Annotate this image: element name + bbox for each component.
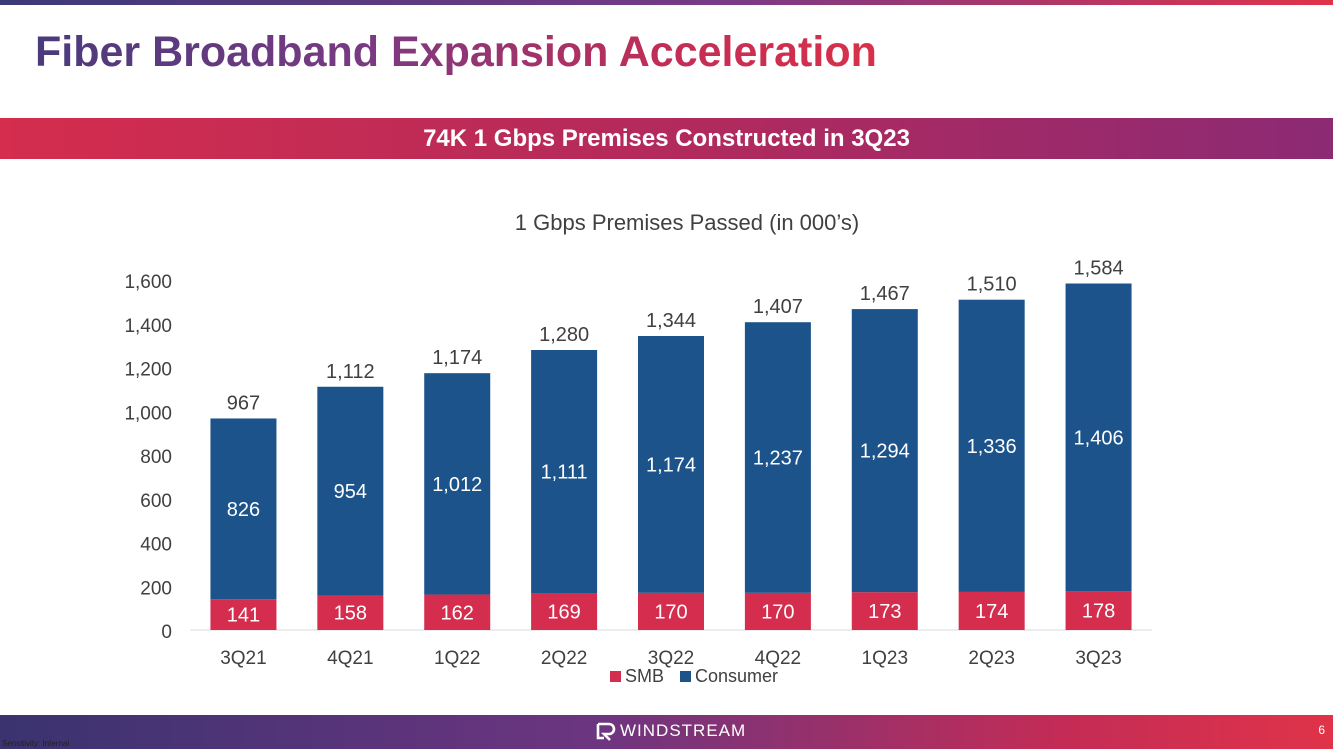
x-tick-label: 3Q23 bbox=[1075, 648, 1121, 669]
x-tick-label: 1Q23 bbox=[862, 648, 908, 669]
total-value-label: 1,407 bbox=[753, 296, 803, 318]
y-tick-label: 200 bbox=[140, 578, 172, 599]
footer-bar: Sensitivity: Internal WINDSTREAM 6 bbox=[0, 715, 1333, 749]
legend-label-smb: SMB bbox=[625, 666, 664, 686]
page-number: 6 bbox=[1318, 723, 1325, 737]
headline-banner: 74K 1 Gbps Premises Constructed in 3Q23 bbox=[0, 118, 1333, 159]
smb-value-label: 178 bbox=[1082, 601, 1115, 623]
bar-smb bbox=[958, 591, 1025, 630]
consumer-value-label: 1,406 bbox=[1074, 427, 1124, 449]
total-value-label: 1,584 bbox=[1074, 258, 1124, 280]
total-value-label: 1,174 bbox=[432, 347, 482, 369]
consumer-value-label: 1,237 bbox=[753, 448, 803, 470]
premises-chart: 1 Gbps Premises Passed (in 000’s) 0 200 400… bbox=[124, 210, 1152, 686]
legend-swatch-smb bbox=[610, 671, 621, 682]
x-tick-label: 2Q23 bbox=[968, 648, 1014, 669]
y-tick-label: 1,400 bbox=[124, 316, 172, 337]
legend-swatch-consumer bbox=[680, 671, 691, 682]
banner-text: 74K 1 Gbps Premises Constructed in 3Q23 bbox=[423, 124, 910, 152]
smb-value-label: 170 bbox=[654, 601, 687, 623]
smb-value-label: 174 bbox=[975, 601, 1008, 623]
consumer-value-label: 826 bbox=[227, 499, 260, 521]
bar-consumer bbox=[638, 336, 704, 593]
top-accent-line bbox=[0, 0, 1333, 5]
smb-value-label: 162 bbox=[441, 602, 474, 624]
bar-smb bbox=[1065, 591, 1132, 630]
x-tick-label: 3Q22 bbox=[648, 648, 694, 669]
page-title: Fiber Broadband Expansion Acceleration bbox=[35, 28, 877, 76]
x-tick-label: 3Q21 bbox=[220, 648, 266, 669]
consumer-value-label: 1,111 bbox=[541, 462, 588, 484]
y-tick-label: 1,000 bbox=[124, 403, 172, 424]
smb-value-label: 173 bbox=[868, 601, 901, 623]
y-tick-label: 1,200 bbox=[124, 360, 172, 381]
bar-smb bbox=[317, 595, 384, 630]
sensitivity-label: Sensitivity: Internal bbox=[2, 739, 70, 748]
windstream-mark-icon bbox=[596, 722, 616, 741]
total-value-label: 1,112 bbox=[326, 361, 375, 383]
bar-consumer bbox=[317, 386, 384, 596]
smb-value-label: 141 bbox=[227, 605, 260, 627]
consumer-value-label: 1,174 bbox=[646, 454, 696, 476]
y-tick-label: 0 bbox=[161, 622, 172, 643]
legend-label-consumer: Consumer bbox=[695, 666, 778, 686]
y-tick-label: 800 bbox=[140, 447, 172, 468]
y-tick-label: 400 bbox=[140, 535, 172, 556]
bar-consumer bbox=[1065, 283, 1132, 592]
bar-consumer bbox=[851, 309, 918, 593]
consumer-value-label: 1,294 bbox=[860, 441, 910, 463]
total-value-label: 1,510 bbox=[967, 274, 1017, 296]
smb-value-label: 158 bbox=[334, 603, 367, 625]
logo-text: WINDSTREAM bbox=[620, 721, 747, 740]
bar-consumer bbox=[744, 322, 811, 593]
total-value-label: 1,344 bbox=[646, 310, 696, 332]
total-value-label: 1,280 bbox=[539, 324, 589, 346]
bar-smb bbox=[424, 594, 491, 630]
bar-consumer bbox=[210, 418, 277, 600]
x-tick-label: 1Q22 bbox=[434, 648, 480, 669]
chart-title: 1 Gbps Premises Passed (in 000’s) bbox=[515, 210, 859, 235]
bar-smb bbox=[744, 592, 811, 630]
bar-consumer bbox=[424, 373, 491, 595]
x-tick-label: 4Q22 bbox=[755, 648, 801, 669]
bar-smb bbox=[851, 592, 918, 630]
x-tick-label: 2Q22 bbox=[541, 648, 587, 669]
bar-smb bbox=[531, 593, 598, 630]
smb-value-label: 170 bbox=[761, 601, 794, 623]
windstream-logo: WINDSTREAM bbox=[594, 720, 746, 742]
consumer-value-label: 1,012 bbox=[432, 474, 482, 496]
x-tick-label: 4Q21 bbox=[327, 648, 373, 669]
bar-smb bbox=[210, 599, 277, 630]
total-value-label: 1,467 bbox=[860, 283, 910, 305]
bar-smb bbox=[638, 592, 704, 630]
bar-consumer bbox=[958, 299, 1025, 592]
smb-value-label: 169 bbox=[547, 602, 580, 624]
bar-consumer bbox=[531, 350, 598, 594]
consumer-value-label: 954 bbox=[334, 481, 367, 503]
total-value-label: 967 bbox=[227, 392, 260, 414]
y-tick-label: 600 bbox=[140, 491, 172, 512]
consumer-value-label: 1,336 bbox=[967, 436, 1017, 458]
y-tick-label: 1,600 bbox=[124, 272, 172, 293]
